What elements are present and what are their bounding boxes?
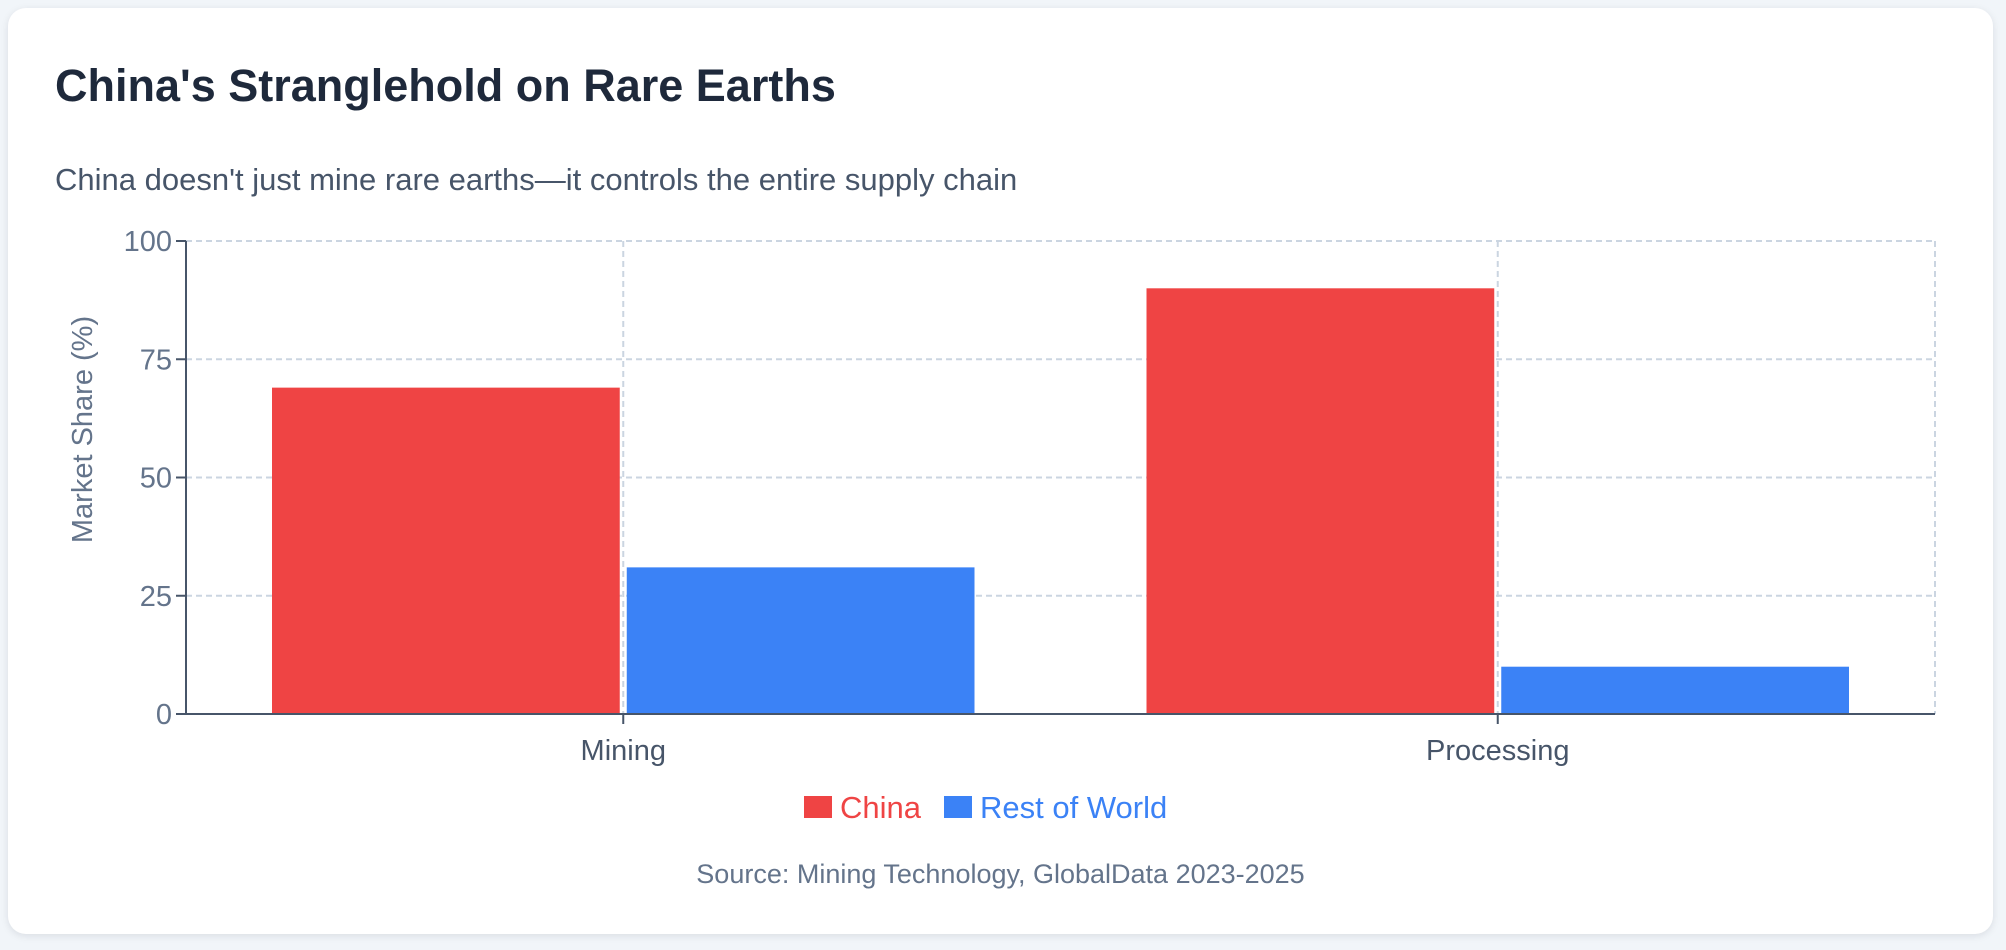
y-axis-label: Market Share (%) [67,316,99,543]
x-tick-label: Processing [1426,735,1569,767]
chart-card: China's Stranglehold on Rare Earths Chin… [8,8,1993,934]
bar-rest-of-world-mining [626,567,975,714]
bar-chart: 0 25 50 75 100 Mining Processing Market Share (… [67,226,1936,825]
legend-label-rest-of-world: Rest of World [980,790,1167,825]
legend-swatch-rest-of-world [944,796,972,818]
y-tick-label: 0 [156,699,172,731]
source-note: Source: Mining Technology, GlobalData 20… [696,859,1305,889]
bar-china-mining [272,387,620,714]
y-tick-label: 50 [140,463,172,495]
legend-swatch-china [804,796,832,818]
y-tick-label: 25 [140,581,172,613]
chart-subtitle: China doesn't just mine rare earths—it c… [55,162,1018,197]
y-tick-label: 100 [124,226,172,258]
y-tick-label: 75 [140,344,172,376]
chart-title: China's Stranglehold on Rare Earths [55,60,836,111]
x-tick-label: Mining [581,735,666,767]
legend-label-china: China [840,790,922,825]
bar-rest-of-world-processing [1501,666,1849,714]
bar-china-processing [1146,288,1495,714]
